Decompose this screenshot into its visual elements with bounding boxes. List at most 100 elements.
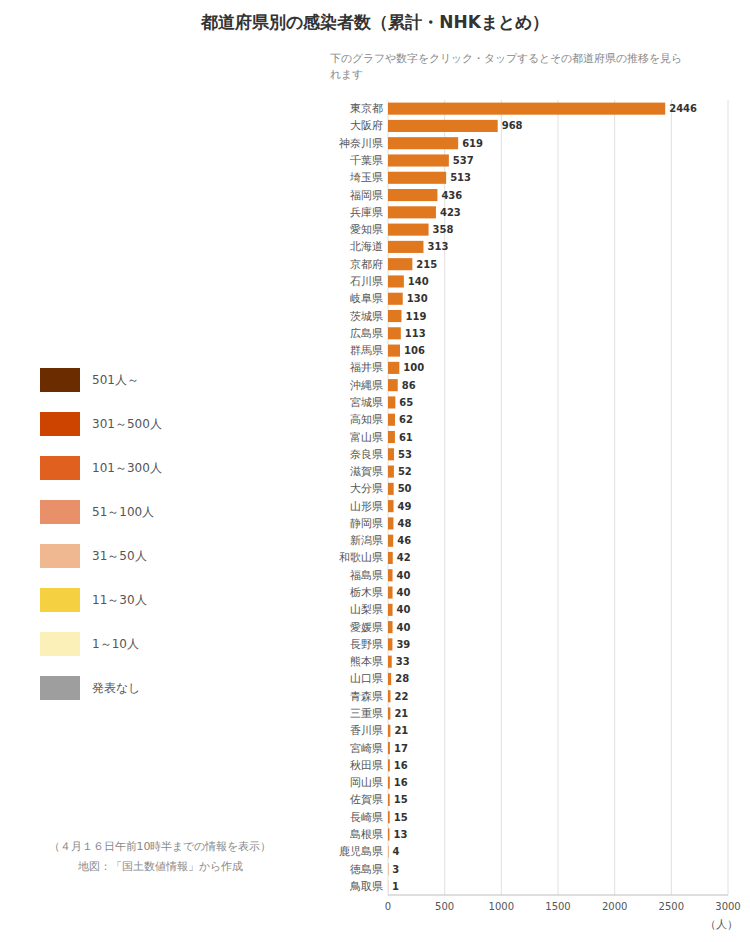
data-label: 42	[397, 552, 411, 563]
key-label: 31～50人	[92, 549, 147, 563]
tick-label: 2000	[602, 901, 627, 912]
chart: 都道府県別の感染者数（累計・NHKまとめ）下のグラフや数字をクリック・タップする…	[0, 0, 750, 942]
bar	[388, 725, 390, 737]
category-label: 新潟県	[350, 534, 383, 547]
bar	[388, 483, 394, 495]
grid-line	[388, 100, 389, 895]
category-label: 秋田県	[350, 759, 383, 772]
bar	[388, 846, 389, 858]
data-label: 46	[397, 535, 411, 546]
category-label: 静岡県	[350, 517, 383, 530]
bar	[388, 517, 393, 529]
category-label: 神奈川県	[339, 137, 383, 150]
bar	[388, 707, 390, 719]
category-label: 大分県	[350, 482, 383, 495]
data-label: 22	[394, 691, 408, 702]
data-label: 39	[396, 639, 410, 650]
key-swatch	[40, 456, 80, 480]
bar	[388, 811, 390, 823]
bar	[388, 103, 665, 115]
grid-line	[444, 100, 445, 895]
category-label: 茨城県	[350, 310, 383, 323]
grid	[388, 100, 728, 895]
category-label: 鹿児島県	[339, 845, 383, 858]
data-label: 16	[394, 777, 408, 788]
data-label: 21	[394, 725, 408, 736]
category-label: 宮崎県	[350, 742, 383, 755]
data-label: 33	[396, 656, 410, 667]
key-label: 1～10人	[92, 637, 139, 651]
data-label: 423	[440, 207, 461, 218]
category-label: 高知県	[350, 413, 383, 426]
subtitle-line: 下のグラフや数字をクリック・タップするとその都道府県の推移を見ら	[330, 52, 682, 65]
x-axis-line	[388, 895, 728, 896]
bar	[388, 310, 401, 322]
key-label: 101～300人	[92, 461, 162, 475]
category-label: 三重県	[350, 707, 383, 720]
category-label: 広島県	[350, 327, 383, 340]
data-label: 3	[392, 864, 399, 875]
x-axis-label: （人）	[705, 918, 738, 931]
bar	[388, 759, 390, 771]
data-label: 130	[407, 293, 428, 304]
category-label: 佐賀県	[350, 793, 383, 806]
bar	[388, 345, 400, 357]
bar	[388, 828, 389, 840]
data-label: 16	[394, 760, 408, 771]
grid-line	[728, 100, 729, 895]
bar	[388, 448, 394, 460]
bar	[388, 275, 404, 287]
bar	[388, 673, 391, 685]
bar	[388, 604, 393, 616]
key-swatch	[40, 368, 80, 392]
key-swatch	[40, 676, 80, 700]
data-label: 436	[441, 190, 462, 201]
data-label: 513	[450, 172, 471, 183]
bar	[388, 690, 390, 702]
bar	[388, 224, 429, 236]
category-label: 山形県	[350, 500, 383, 513]
data-label: 968	[502, 120, 523, 131]
data-label: 619	[462, 138, 483, 149]
category-label: 長崎県	[350, 811, 383, 824]
bar	[388, 327, 401, 339]
grid-line	[671, 100, 672, 895]
category-label: 山口県	[350, 672, 383, 685]
bar	[388, 794, 390, 806]
bar	[388, 206, 436, 218]
tick-label: 1000	[489, 901, 514, 912]
category-label: 愛知県	[350, 223, 383, 236]
category-label: 福島県	[350, 569, 383, 582]
note: 地図：「国土数値情報」から作成	[77, 860, 243, 873]
data-label: 52	[398, 466, 412, 477]
bar	[388, 172, 446, 184]
bar	[388, 189, 437, 201]
category-label: 岡山県	[350, 776, 383, 789]
tick-label: 0	[385, 901, 391, 912]
bar	[388, 656, 392, 668]
subtitle: 下のグラフや数字をクリック・タップするとその都道府県の推移を見られます	[330, 52, 682, 81]
bar	[388, 621, 393, 633]
data-label: 100	[403, 362, 424, 373]
category-label: 奈良県	[350, 448, 383, 461]
bar	[388, 552, 393, 564]
data-label: 62	[399, 414, 413, 425]
data-label: 61	[399, 432, 413, 443]
note: （４月１６日午前10時半までの情報を表示）	[49, 840, 272, 853]
key-label: 発表なし	[92, 681, 140, 695]
category-label: 愛媛県	[350, 621, 383, 634]
bars	[388, 103, 665, 893]
category-label: 大阪府	[350, 119, 383, 132]
category-label: 石川県	[350, 275, 383, 288]
bar	[388, 414, 395, 426]
data-label: 50	[398, 483, 412, 494]
category-label: 山梨県	[350, 603, 383, 616]
category-label: 富山県	[350, 431, 383, 444]
category-label: 埼玉県	[349, 171, 383, 184]
bar	[388, 241, 423, 253]
data-label: 106	[404, 345, 425, 356]
data-label: 1	[392, 881, 399, 892]
category-label: 群馬県	[350, 344, 383, 357]
bar	[388, 293, 403, 305]
data-label: 21	[394, 708, 408, 719]
